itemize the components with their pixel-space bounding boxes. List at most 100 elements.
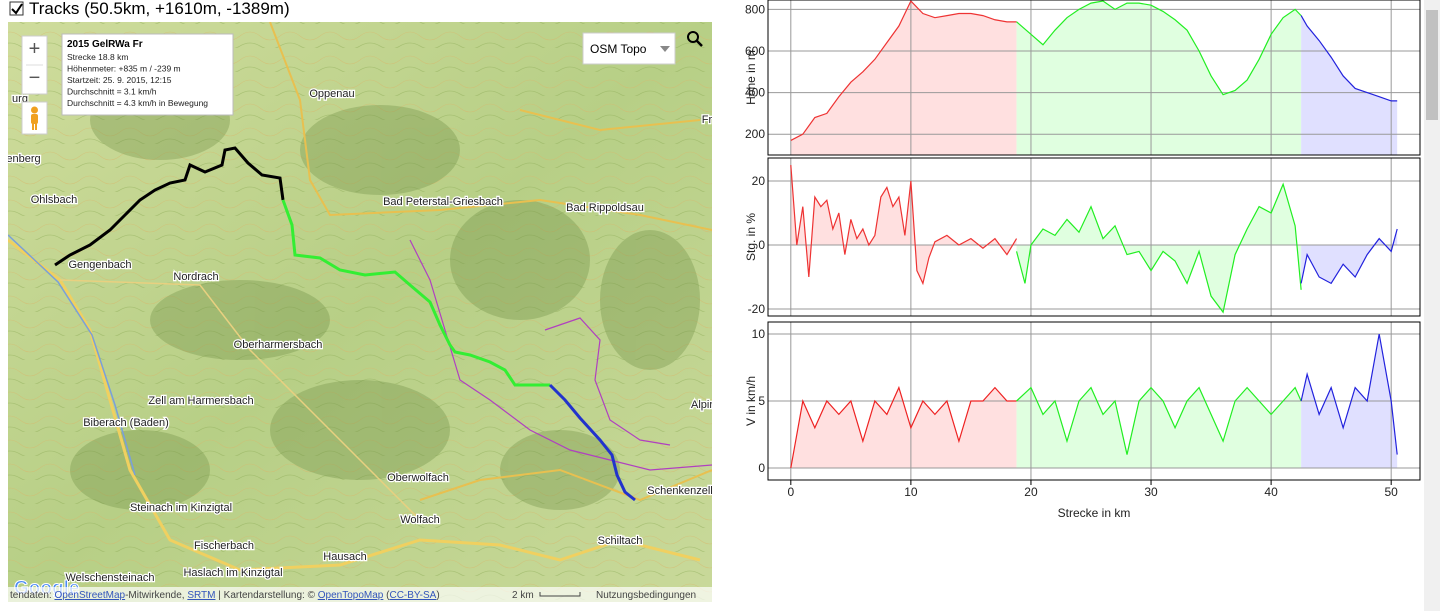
y-tick-label: 600	[745, 44, 765, 58]
series-line	[1300, 15, 1398, 102]
checkmark	[11, 3, 23, 15]
place-label: Wolfach	[400, 514, 440, 526]
info-line: Durchschnitt = 4.3 km/h in Bewegung	[67, 98, 208, 108]
layer-select[interactable]	[582, 32, 676, 65]
plot-border	[767, 321, 1421, 481]
attribution-text: -Mitwirkende,	[125, 590, 187, 601]
map-contours	[8, 22, 712, 602]
x-tick-label: 30	[1144, 485, 1158, 499]
place-label: Oberharmersbach	[234, 339, 323, 351]
place-label: Nordrach	[173, 271, 218, 283]
scrollbar[interactable]	[1424, 0, 1440, 611]
checkbox[interactable]	[9, 1, 24, 16]
zoom-out[interactable]: −	[29, 67, 41, 89]
series-area	[1016, 184, 1302, 313]
series-line	[1300, 333, 1398, 455]
series-area	[790, 165, 1017, 284]
place-label: Gengenbach	[69, 259, 132, 271]
info-title: 2015 GelRWa Fr	[67, 39, 143, 50]
info-line: Durchschnitt = 3.1 km/h	[67, 87, 157, 97]
y-tick-label: 400	[745, 86, 765, 100]
series-line	[1016, 0, 1302, 96]
y-tick-label: 5	[758, 394, 765, 408]
series-area	[1301, 15, 1398, 155]
series-line	[1015, 182, 1302, 314]
zoom-icon[interactable]	[687, 31, 699, 43]
series-line	[790, 385, 1017, 469]
track-1[interactable]	[54, 146, 285, 267]
scrollbar-thumb[interactable]	[1426, 10, 1438, 120]
y-axis-label: Stg. in %	[744, 213, 758, 261]
y-axis-label: V in km/h	[744, 376, 758, 426]
place-label: Schiltach	[598, 535, 643, 547]
x-tick-label: 0	[787, 485, 794, 499]
attribution-text: (	[383, 590, 390, 601]
y-tick-label: 200	[745, 127, 765, 141]
series-area	[1016, 1, 1302, 156]
place-label: tenberg	[3, 153, 40, 165]
y-tick-label: 20	[752, 174, 766, 188]
place-label: Haslach im Kinzigtal	[183, 567, 282, 579]
place-label: Fischerbach	[194, 540, 254, 552]
attribution-link[interactable]: SRTM	[187, 590, 215, 601]
info-box	[61, 33, 234, 116]
series-area	[790, 387, 1017, 468]
series-line	[1016, 386, 1302, 455]
place-label: Oppenau	[309, 88, 354, 100]
place-labels: Oppenau Bad Peterstal-Griesbach Bad Rippol…	[3, 87, 713, 586]
series-area	[790, 1, 1017, 156]
scale-bar	[539, 592, 581, 597]
place-label: Oberwolfach	[387, 472, 449, 484]
x-tick-label: 50	[1385, 485, 1399, 499]
series-area	[1301, 229, 1398, 284]
track-2[interactable]	[281, 199, 550, 387]
y-axis-label: Höhe in m	[744, 50, 758, 105]
y-tick-label: -20	[748, 302, 766, 316]
attribution-text: tendaten:	[10, 590, 54, 601]
attribution-link[interactable]: CC-BY-SA	[389, 590, 436, 601]
series-line	[790, 0, 1017, 141]
y-tick-label: 0	[758, 238, 765, 252]
y-tick-label: 800	[745, 2, 765, 16]
place-label: Ohlsbach	[31, 194, 77, 206]
tracks-label[interactable]: Tracks (50.5km, +1610m, -1389m)	[29, 0, 290, 18]
place-label: Hausach	[323, 551, 366, 563]
place-label: Bad Peterstal-Griesbach	[383, 196, 503, 208]
y-tick-label: 10	[752, 327, 766, 341]
place-label: Fr	[702, 114, 713, 126]
place-label: Zell am Harmersbach	[148, 395, 253, 407]
x-tick-label: 40	[1264, 485, 1278, 499]
track-3[interactable]	[548, 383, 636, 502]
info-line: Startzeit: 25. 9. 2015, 12:15	[67, 75, 172, 85]
x-tick-label: 10	[904, 485, 918, 499]
layer-select-label[interactable]: OSM Topo	[590, 42, 647, 56]
place-label: Biberach (Baden)	[83, 417, 169, 429]
place-label: Bad Rippoldsau	[566, 202, 644, 214]
y-tick-label: 0	[758, 461, 765, 475]
place-label: Alpir	[691, 399, 713, 411]
x-tick-label: 20	[1024, 485, 1038, 499]
plot-border	[767, 0, 1421, 156]
borders	[409, 239, 712, 471]
x-axis-label: Strecke in km	[1058, 506, 1131, 520]
place-label: Steinach im Kinzigtal	[130, 502, 232, 514]
map[interactable]: Oppenau Bad Peterstal-Griesbach Bad Rippol…	[3, 22, 713, 602]
dropdown-arrow	[660, 46, 670, 52]
place-label: Schenkenzell	[647, 485, 712, 497]
hillshade	[70, 80, 700, 510]
scale-label: 2 km	[512, 590, 534, 601]
zoom-in[interactable]: +	[29, 38, 41, 60]
pegman	[31, 106, 38, 130]
terms[interactable]: Nutzungsbedingungen	[596, 590, 696, 601]
attribution-bar	[8, 587, 712, 602]
attribution-link[interactable]: OpenTopoMap	[318, 590, 384, 601]
attribution-text: | Kartendarstellung: ©	[216, 590, 318, 601]
zoom-icon-handle	[696, 40, 703, 47]
attribution-text: )	[436, 590, 439, 601]
info-line: Strecke 18.8 km	[67, 52, 128, 62]
info-line: Höhenmeter: +835 m / -239 m	[67, 64, 181, 74]
attribution-link[interactable]: OpenStreetMap	[54, 590, 125, 601]
series-area	[1016, 387, 1302, 468]
